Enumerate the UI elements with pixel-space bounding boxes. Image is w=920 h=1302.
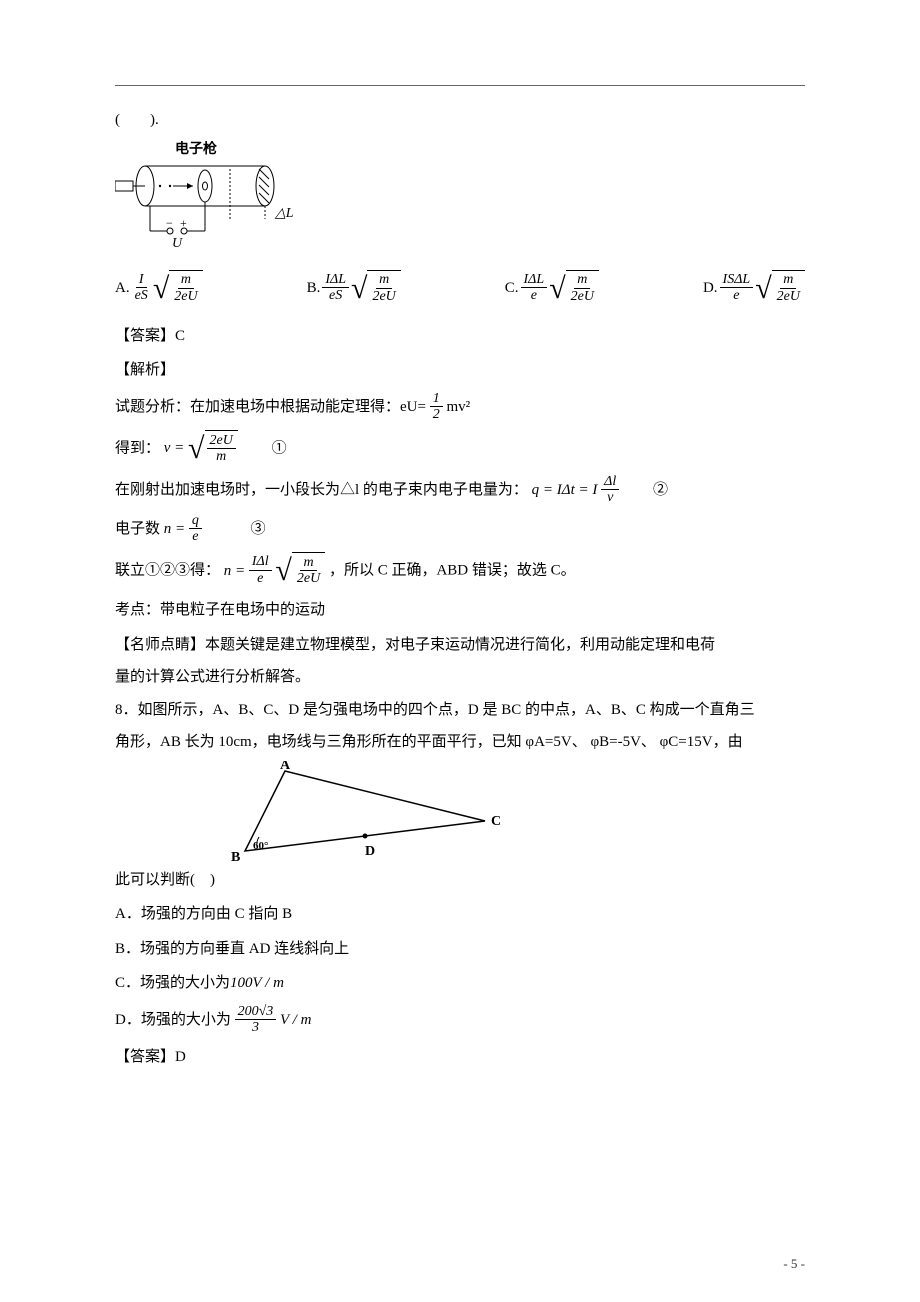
svg-text:B: B — [231, 850, 240, 865]
svg-text:60°: 60° — [253, 840, 268, 852]
choice-c: C. IΔLe √m2eU — [505, 270, 599, 308]
svg-text:A: A — [280, 761, 291, 773]
q8-opt-c: C．场强的大小为100V / m — [115, 969, 805, 998]
electron-gun-diagram: 电子枪 △L — [115, 141, 805, 256]
q8-line-1: 8．如图所示，A、B、C、D 是匀强电场中的四个点，D 是 BC 的中点，A、B… — [115, 696, 805, 725]
gun-label: 电子枪 — [175, 141, 217, 157]
choices-row: A. IeS √m2eU B. IΔLeS √m2eU C. IΔLe √m2e… — [115, 270, 805, 308]
choice-a: A. IeS √m2eU — [115, 270, 203, 308]
question-stem-blank: ( ). — [115, 106, 805, 135]
svg-text:△L: △L — [274, 206, 294, 221]
derive-v: 得到： v = √2eUm ① — [115, 430, 805, 468]
q8-opt-d: D．场强的大小为 200√33 V / m — [115, 1004, 805, 1037]
explain-label: 【解析】 — [115, 356, 805, 385]
q8-answer: 【答案】D — [115, 1043, 805, 1072]
analysis-line-1: 试题分析：在加速电场中根据动能定理得：eU= 12 mv² — [115, 391, 805, 424]
page: ( ). 电子枪 — [0, 0, 920, 1302]
triangle-diagram: A B C D 60° — [225, 761, 805, 876]
svg-text:C: C — [491, 814, 501, 829]
svg-text:+: + — [180, 216, 187, 230]
tips-2: 量的计算公式进行分析解答。 — [115, 663, 805, 692]
svg-text:U: U — [172, 236, 183, 251]
choice-d: D. ISΔLe √m2eU — [703, 270, 805, 308]
answer-line: 【答案】C — [115, 322, 805, 351]
top-rule — [115, 85, 805, 86]
choice-b: B. IΔLeS √m2eU — [307, 270, 401, 308]
kaodian: 考点：带电粒子在电场中的运动 — [115, 596, 805, 625]
q8-opt-a: A．场强的方向由 C 指向 B — [115, 900, 805, 929]
q8-line-2: 角形，AB 长为 10cm，电场线与三角形所在的平面平行，已知 φA=5V、 φ… — [115, 728, 805, 757]
q8-opt-b: B．场强的方向垂直 AD 连线斜向上 — [115, 935, 805, 964]
union-line: 联立①②③得： n = IΔle √m2eU ，所以 C 正确，ABD 错误；故… — [115, 552, 805, 590]
tips-1: 【名师点睛】本题关键是建立物理模型，对电子束运动情况进行简化，利用动能定理和电荷 — [115, 631, 805, 660]
svg-text:D: D — [365, 844, 375, 859]
n-line: 电子数 n = qe ③ — [115, 513, 805, 546]
page-number: - 5 - — [783, 1256, 805, 1272]
svg-text:−: − — [166, 216, 173, 230]
charge-line: 在刚射出加速电场时，一小段长为△l 的电子束内电子电量为： q = IΔt = … — [115, 474, 805, 507]
